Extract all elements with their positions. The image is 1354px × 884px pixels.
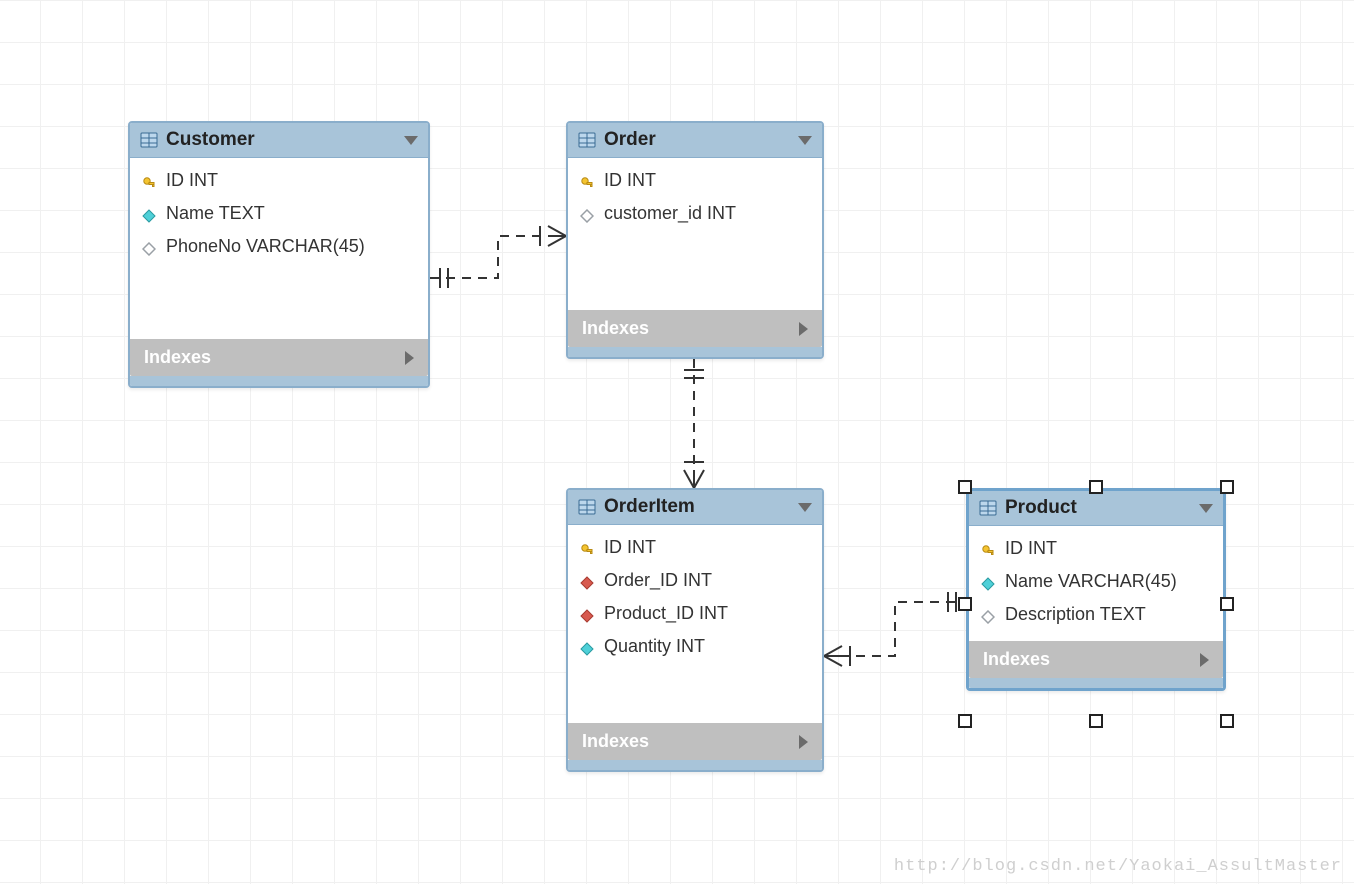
chevron-down-icon[interactable]: [1199, 504, 1213, 513]
table-icon: [979, 500, 997, 516]
indexes-label: Indexes: [582, 318, 649, 339]
column-row[interactable]: ID INT: [969, 532, 1223, 565]
column-label: Name VARCHAR(45): [1005, 571, 1177, 592]
column-label: ID INT: [166, 170, 218, 191]
diamond-red-icon: [580, 607, 594, 621]
indexes-label: Indexes: [144, 347, 211, 368]
diamond-outline-icon: [142, 240, 156, 254]
indexes-section[interactable]: Indexes: [969, 641, 1223, 678]
watermark-text: http://blog.csdn.net/Yaokai_AssultMaster: [894, 857, 1342, 876]
entity-footer-bar: [568, 760, 822, 770]
entity-product[interactable]: Product ID INT Name VARCHAR(45) Descript…: [966, 488, 1226, 691]
column-label: PhoneNo VARCHAR(45): [166, 236, 365, 257]
selection-handle[interactable]: [1220, 714, 1234, 728]
entity-header[interactable]: Order: [568, 123, 822, 158]
key-icon: [142, 174, 156, 188]
column-row[interactable]: Quantity INT: [568, 630, 822, 663]
column-label: ID INT: [604, 170, 656, 191]
column-label: ID INT: [604, 537, 656, 558]
indexes-section[interactable]: Indexes: [568, 310, 822, 347]
diamond-outline-icon: [580, 207, 594, 221]
column-row[interactable]: ID INT: [130, 164, 428, 197]
entity-footer-bar: [568, 347, 822, 357]
table-icon: [578, 499, 596, 515]
column-label: Quantity INT: [604, 636, 705, 657]
entity-header[interactable]: Product: [969, 491, 1223, 526]
table-icon: [578, 132, 596, 148]
chevron-down-icon[interactable]: [798, 503, 812, 512]
entity-title: Order: [604, 129, 798, 151]
entity-columns: ID INT Name TEXT PhoneNo VARCHAR(45): [130, 158, 428, 339]
entity-footer-bar: [130, 376, 428, 386]
chevron-right-icon: [405, 351, 414, 365]
selection-handle[interactable]: [1220, 480, 1234, 494]
column-label: customer_id INT: [604, 203, 736, 224]
column-row[interactable]: Description TEXT: [969, 598, 1223, 631]
table-icon: [140, 132, 158, 148]
entity-title: Product: [1005, 497, 1199, 519]
column-row[interactable]: Name TEXT: [130, 197, 428, 230]
key-icon: [981, 542, 995, 556]
selection-handle[interactable]: [958, 714, 972, 728]
entity-order[interactable]: Order ID INT customer_id INT Indexes: [566, 121, 824, 359]
diamond-icon: [580, 640, 594, 654]
entity-columns: ID INT customer_id INT: [568, 158, 822, 310]
column-label: Name TEXT: [166, 203, 265, 224]
selection-handle[interactable]: [958, 480, 972, 494]
column-label: ID INT: [1005, 538, 1057, 559]
chevron-down-icon[interactable]: [404, 136, 418, 145]
chevron-right-icon: [799, 322, 808, 336]
indexes-section[interactable]: Indexes: [568, 723, 822, 760]
diamond-red-icon: [580, 574, 594, 588]
chevron-down-icon[interactable]: [798, 136, 812, 145]
column-row[interactable]: ID INT: [568, 531, 822, 564]
selection-handle[interactable]: [1089, 480, 1103, 494]
column-row[interactable]: Product_ID INT: [568, 597, 822, 630]
diamond-outline-icon: [981, 608, 995, 622]
selection-handle[interactable]: [958, 597, 972, 611]
key-icon: [580, 174, 594, 188]
entity-orderitem[interactable]: OrderItem ID INT Order_ID INT Product_ID…: [566, 488, 824, 772]
column-label: Product_ID INT: [604, 603, 728, 624]
entity-header[interactable]: Customer: [130, 123, 428, 158]
selection-handle[interactable]: [1089, 714, 1103, 728]
entity-columns: ID INT Name VARCHAR(45) Description TEXT: [969, 526, 1223, 641]
column-row[interactable]: ID INT: [568, 164, 822, 197]
entity-title: OrderItem: [604, 496, 798, 518]
column-row[interactable]: PhoneNo VARCHAR(45): [130, 230, 428, 263]
erd-canvas[interactable]: Customer ID INT Name TEXT PhoneNo VARCHA…: [0, 0, 1354, 884]
column-row[interactable]: customer_id INT: [568, 197, 822, 230]
indexes-label: Indexes: [983, 649, 1050, 670]
selection-handle[interactable]: [1220, 597, 1234, 611]
diamond-icon: [981, 575, 995, 589]
column-label: Description TEXT: [1005, 604, 1146, 625]
indexes-label: Indexes: [582, 731, 649, 752]
column-row[interactable]: Order_ID INT: [568, 564, 822, 597]
column-row[interactable]: Name VARCHAR(45): [969, 565, 1223, 598]
entity-columns: ID INT Order_ID INT Product_ID INT Quant…: [568, 525, 822, 723]
column-label: Order_ID INT: [604, 570, 712, 591]
entity-header[interactable]: OrderItem: [568, 490, 822, 525]
entity-footer-bar: [969, 678, 1223, 688]
chevron-right-icon: [1200, 653, 1209, 667]
entity-customer[interactable]: Customer ID INT Name TEXT PhoneNo VARCHA…: [128, 121, 430, 388]
entity-title: Customer: [166, 129, 404, 151]
diamond-icon: [142, 207, 156, 221]
key-icon: [580, 541, 594, 555]
indexes-section[interactable]: Indexes: [130, 339, 428, 376]
chevron-right-icon: [799, 735, 808, 749]
